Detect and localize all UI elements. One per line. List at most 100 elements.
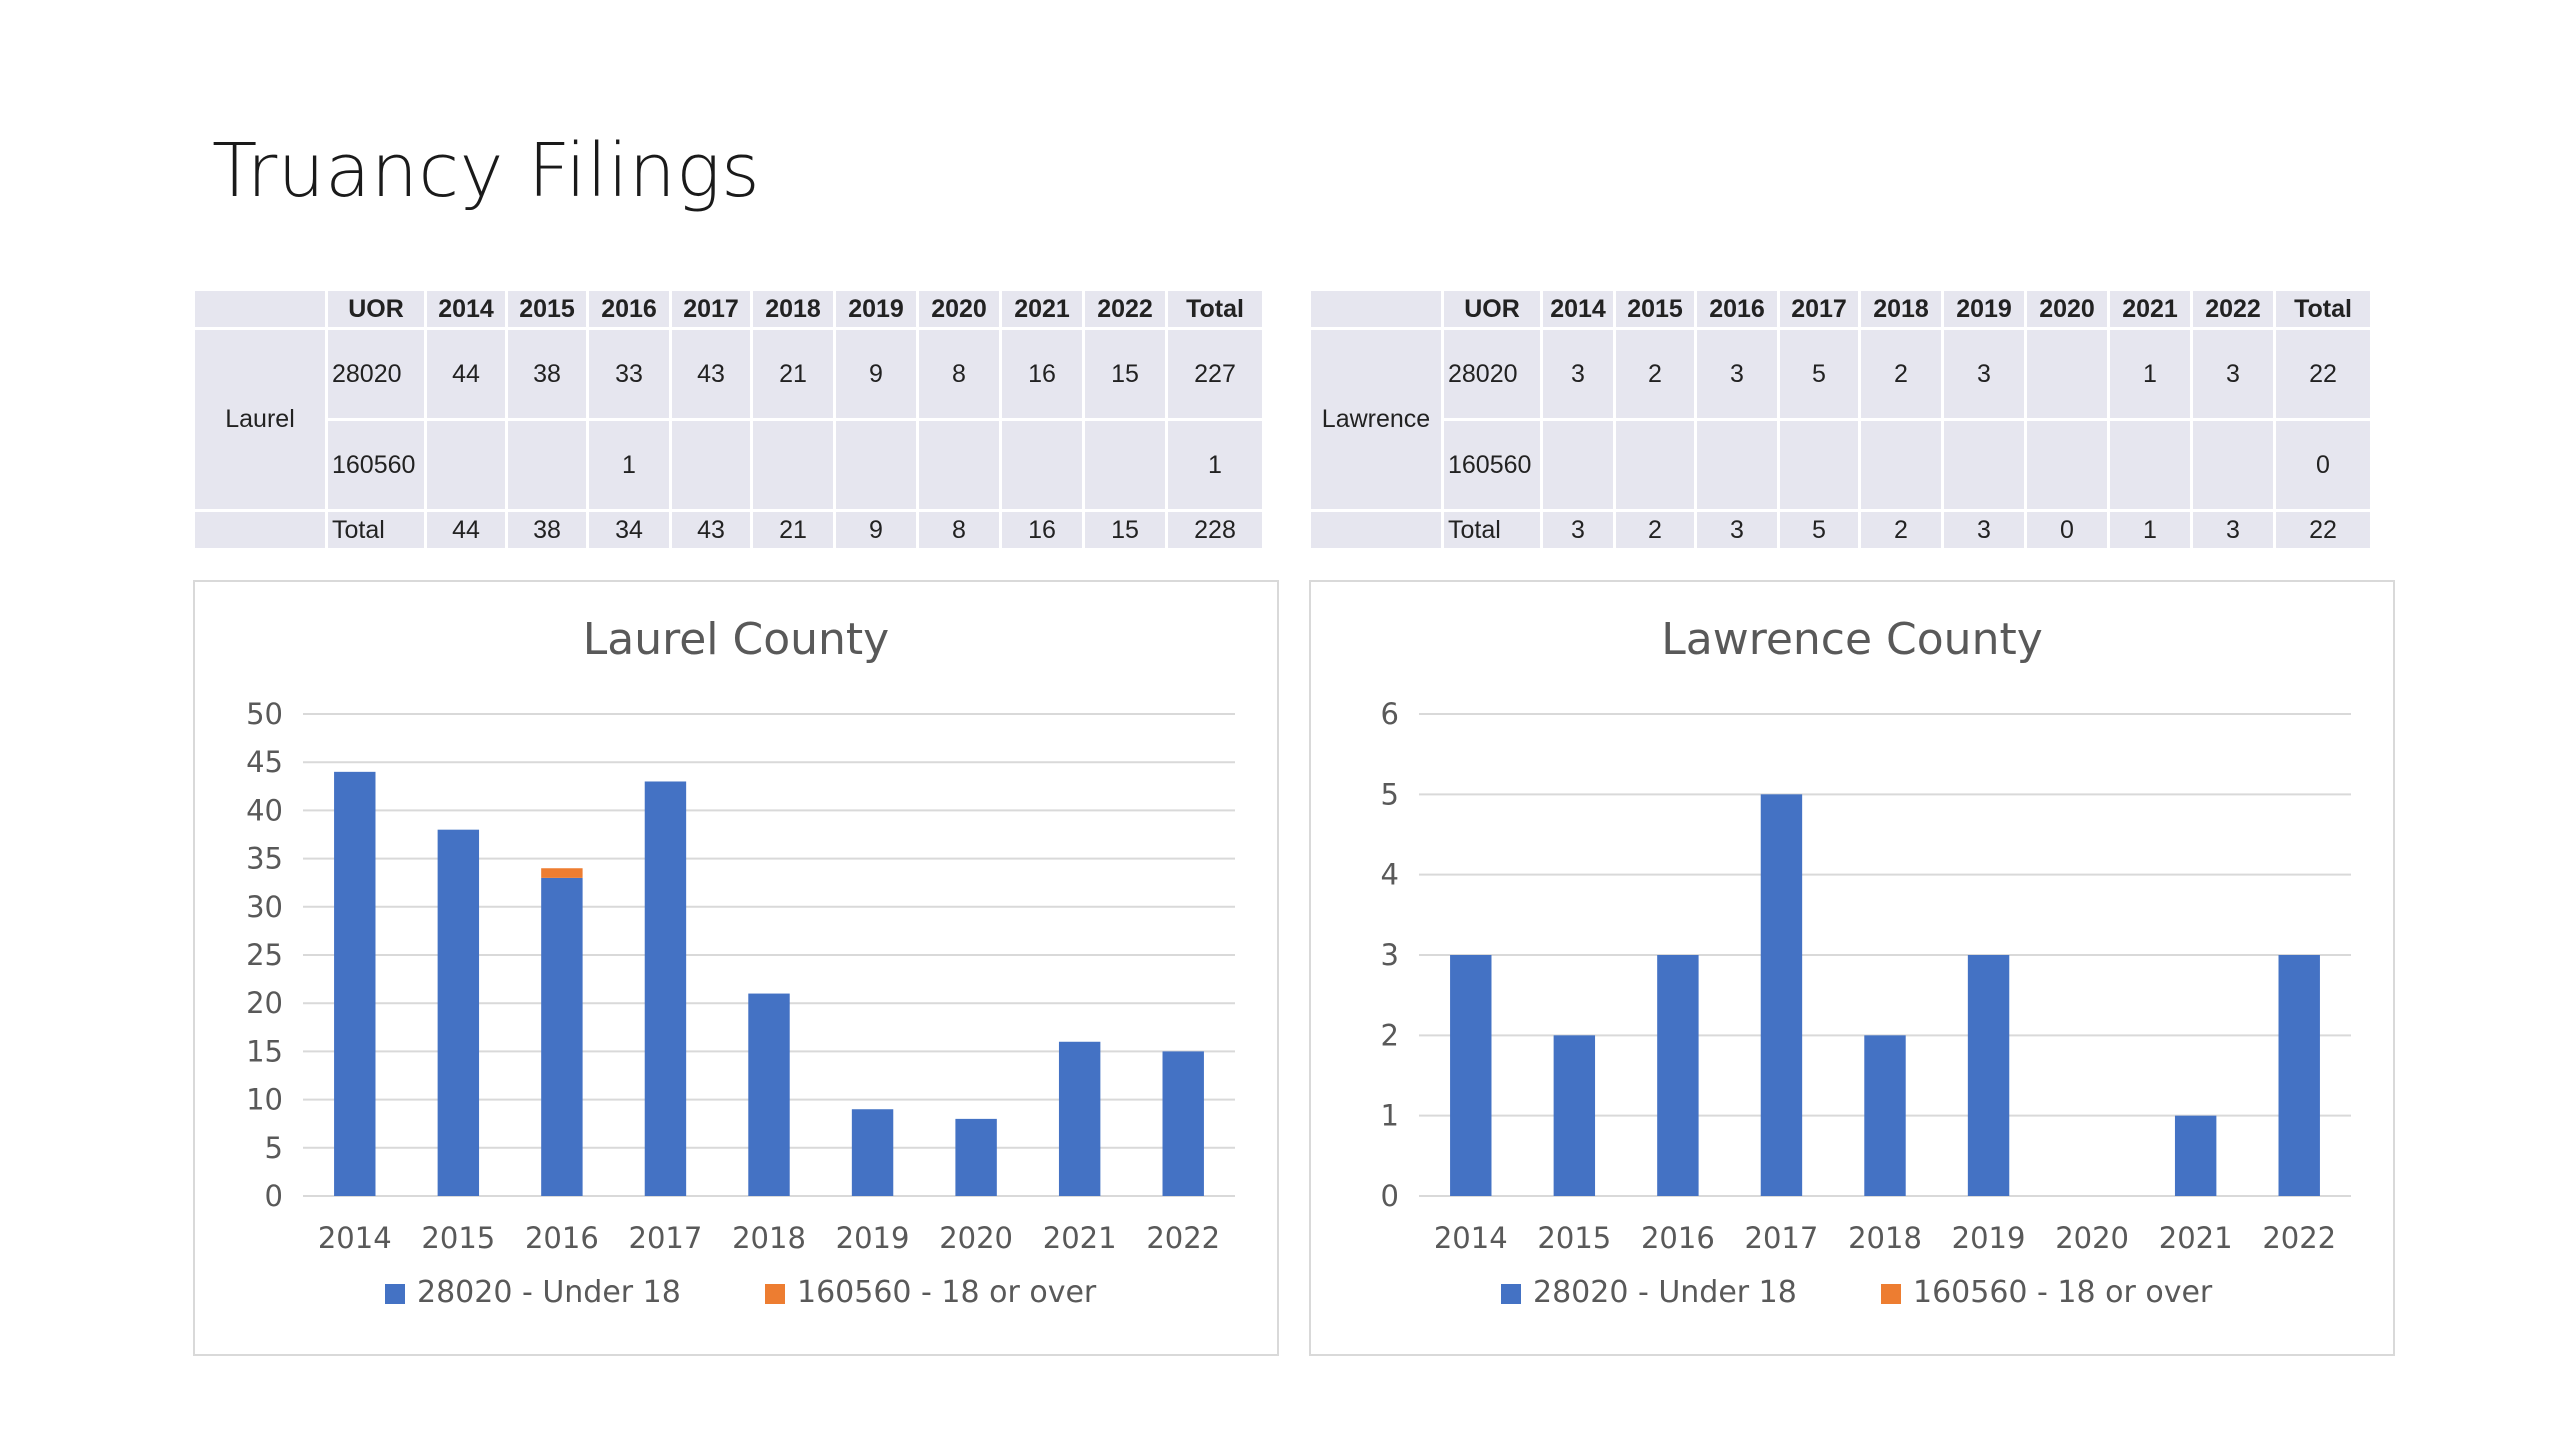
laurel-county-chart: Laurel County 0 5 10 15 20 25 30 35 40 45 50 2014 201… [193, 580, 1279, 1356]
bar [541, 868, 583, 878]
table-cell [1543, 421, 1613, 509]
y-tick-label: 15 [246, 1034, 283, 1068]
bar [748, 993, 790, 1196]
legend-label: 28020 - Under 18 [417, 1275, 681, 1310]
table-cell: 3 [1944, 330, 2024, 418]
table-cell: 3 [1543, 330, 1613, 418]
x-tick-label: 2016 [525, 1221, 599, 1255]
x-tick-label: 2017 [1745, 1221, 1819, 1255]
x-tick-label: 2019 [1952, 1221, 2026, 1255]
bar [1967, 955, 2010, 1196]
header-cell: 2019 [836, 291, 916, 327]
y-tick-label: 35 [246, 842, 283, 876]
table-total-row: Total 3 2 3 5 2 3 0 1 3 22 [1311, 512, 2370, 548]
y-tick-label: 3 [1381, 938, 1399, 972]
header-cell: 2022 [2193, 291, 2273, 327]
x-tick-label: 2015 [1537, 1221, 1611, 1255]
x-tick-label: 2016 [1641, 1221, 1715, 1255]
bar [1058, 1041, 1101, 1196]
bar [437, 829, 480, 1196]
y-tick-label: 25 [246, 938, 283, 972]
table-cell [672, 421, 750, 509]
table-cell [1697, 421, 1777, 509]
table-cell: 22 [2276, 512, 2370, 548]
header-cell: 2014 [427, 291, 505, 327]
y-tick-label: 0 [1381, 1179, 1399, 1213]
table-cell [919, 421, 999, 509]
table-cell: 1 [589, 421, 669, 509]
table-cell: 9 [836, 330, 916, 418]
table-total-row: Total 44 38 34 43 21 9 8 16 15 228 [195, 512, 1262, 548]
y-tick-label: 0 [265, 1179, 283, 1213]
x-tick-label: 2014 [318, 1221, 392, 1255]
x-tick-label: 2018 [732, 1221, 806, 1255]
table-cell: 8 [919, 512, 999, 548]
county-label: Lawrence [1311, 330, 1441, 509]
table-cell: 34 [589, 512, 669, 548]
table-header-row: UOR 2014 2015 2016 2017 2018 2019 2020 2… [1311, 291, 2370, 327]
y-tick-label: 5 [1381, 777, 1399, 811]
bar [2174, 1115, 2217, 1196]
y-tick-label: 50 [246, 697, 283, 731]
laurel-data-table: UOR 2014 2015 2016 2017 2018 2019 2020 2… [192, 288, 1265, 551]
header-cell: Total [2276, 291, 2370, 327]
table-cell: 5 [1780, 330, 1858, 418]
chart-title: Lawrence County [1661, 614, 2043, 665]
header-cell: 2018 [753, 291, 833, 327]
bar [1760, 794, 1803, 1196]
x-tick-label: 2018 [1848, 1221, 1922, 1255]
y-tick-label: 4 [1381, 858, 1399, 892]
table-cell [2027, 330, 2107, 418]
header-cell: 2014 [1543, 291, 1613, 327]
table-cell [1861, 421, 1941, 509]
bar [1450, 955, 1492, 1196]
y-tick-label: 5 [265, 1131, 283, 1165]
table-cell: 160560 [1444, 421, 1540, 509]
bar [1657, 955, 1699, 1196]
legend-swatch [1881, 1284, 1901, 1304]
table-cell: 16 [1002, 330, 1082, 418]
x-tick-label: 2020 [939, 1221, 1013, 1255]
header-cell: 2019 [1944, 291, 2024, 327]
table-cell: 21 [753, 330, 833, 418]
table-cell: 44 [427, 512, 505, 548]
table-cell: 15 [1085, 512, 1165, 548]
header-cell: 2016 [1697, 291, 1777, 327]
y-tick-label: 2 [1381, 1018, 1399, 1052]
legend-swatch [765, 1284, 785, 1304]
table-cell: 0 [2027, 512, 2107, 548]
bar [541, 877, 583, 1196]
table-cell [427, 421, 505, 509]
x-tick-label: 2019 [836, 1221, 910, 1255]
header-cell: 2018 [1861, 291, 1941, 327]
bar [644, 781, 687, 1196]
table-cell [753, 421, 833, 509]
table-cell [1002, 421, 1082, 509]
x-tick-label: 2015 [421, 1221, 495, 1255]
y-tick-label: 6 [1381, 697, 1399, 731]
table-cell: 0 [2276, 421, 2370, 509]
table-cell: 2 [1616, 512, 1694, 548]
header-cell: 2017 [672, 291, 750, 327]
y-tick-label: 1 [1381, 1099, 1399, 1133]
header-cell: 2016 [589, 291, 669, 327]
bar [851, 1109, 894, 1196]
bar [2278, 955, 2320, 1196]
table-corner-cell [195, 291, 325, 327]
header-cell: 2022 [1085, 291, 1165, 327]
y-tick-label: 30 [246, 890, 283, 924]
header-cell: 2020 [919, 291, 999, 327]
table-row: 160560 1 1 [195, 421, 1262, 509]
table-cell: 22 [2276, 330, 2370, 418]
table-cell: 9 [836, 512, 916, 548]
legend-label: 160560 - 18 or over [797, 1275, 1097, 1310]
table-header-row: UOR 2014 2015 2016 2017 2018 2019 2020 2… [195, 291, 1262, 327]
table-row: Lawrence 28020 3 2 3 5 2 3 1 3 22 [1311, 330, 2370, 509]
bar [334, 771, 376, 1196]
table-cell: 5 [1780, 512, 1858, 548]
legend-label: 160560 - 18 or over [1913, 1275, 2213, 1310]
table-cell: 33 [589, 330, 669, 418]
table-cell: 3 [1543, 512, 1613, 548]
bar [1864, 1035, 1906, 1196]
x-tick-label: 2014 [1434, 1221, 1508, 1255]
